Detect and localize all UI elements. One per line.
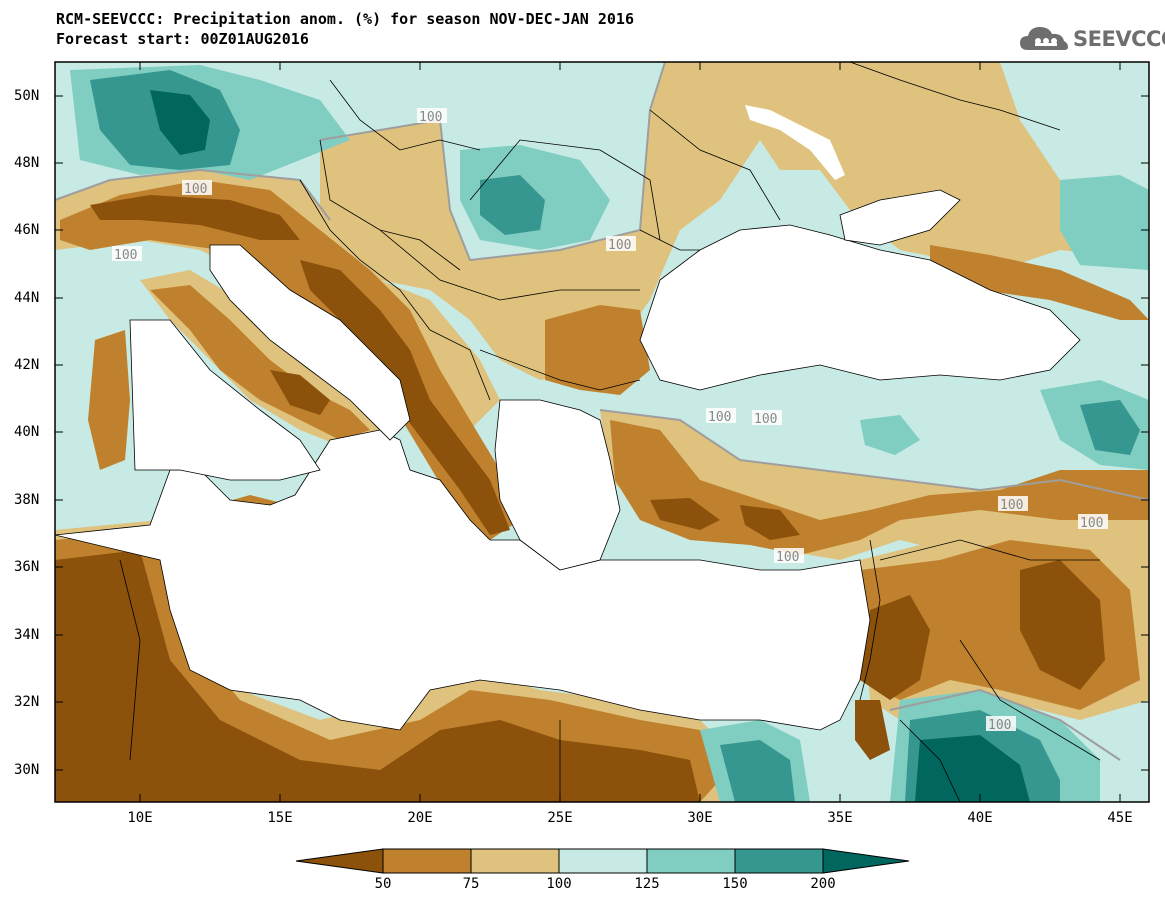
contour-100-alps	[55, 168, 331, 221]
dry-sardinia-corsica	[88, 330, 130, 470]
contour-label-7: 100	[1000, 498, 1023, 513]
neutral-central-europe	[320, 62, 1149, 380]
colorbar-segment-50-75	[382, 848, 472, 874]
lon-label-35e: 35E	[827, 810, 853, 826]
extreme-wet-arabia	[915, 735, 1030, 802]
colorbar-label-150: 150	[722, 876, 748, 892]
very-dry-dinarics	[300, 260, 510, 535]
lat-label-38n: 38N	[14, 492, 40, 508]
azov-sea	[839, 189, 961, 246]
wet-east-europe	[1060, 175, 1149, 270]
contour-label-5: 100	[708, 410, 731, 425]
lon-label-40e: 40E	[967, 810, 993, 826]
forecast-start-subtitle: Forecast start: 00Z01AUG2016	[56, 30, 309, 48]
colorbar-segment-150-200	[734, 848, 824, 874]
contour-label-4: 100	[608, 238, 631, 253]
contour-label-3: 100	[419, 110, 442, 125]
very-dry-iraq	[1020, 560, 1105, 690]
seevccc-logo: SEEVCCC	[1018, 24, 1165, 54]
contour-label-10: 100	[988, 718, 1011, 733]
lat-label-46n: 46N	[14, 222, 40, 238]
contour-labels: 100 100 100 100 100 100 100 100 100 100	[112, 108, 1108, 733]
lon-label-45e: 45E	[1107, 810, 1133, 826]
contour-100-turkey	[599, 409, 1149, 501]
contour-label-1: 100	[184, 182, 207, 197]
colorbar-label-200: 200	[810, 876, 836, 892]
aegean-sea	[494, 399, 621, 571]
very-dry-anatolia-east	[740, 505, 800, 540]
very-dry-sinai	[855, 700, 890, 760]
lat-ticks	[55, 95, 1149, 771]
lat-label-30n: 30N	[14, 762, 40, 778]
colorbar-segment-125-150	[646, 848, 736, 874]
lat-label-40n: 40N	[14, 424, 40, 440]
colorbar-segment-75-100	[470, 848, 560, 874]
very-dry-north-africa	[55, 550, 700, 802]
very-wet-turkey-east	[1080, 400, 1140, 455]
colorbar-label-50: 50	[374, 876, 392, 892]
dnieper-reservoir	[745, 105, 845, 180]
black-sea	[639, 224, 1081, 391]
lon-label-25e: 25E	[547, 810, 573, 826]
lon-ticks	[139, 62, 1121, 802]
lat-label-44n: 44N	[14, 290, 40, 306]
dry-bulgaria	[545, 305, 650, 395]
colorbar-label-75: 75	[462, 876, 480, 892]
lon-label-10e: 10E	[127, 810, 153, 826]
very-dry-levant	[860, 595, 930, 700]
extreme-wet-germany	[150, 90, 210, 155]
very-dry-anatolia	[650, 498, 720, 530]
contour-label-8: 100	[1080, 516, 1103, 531]
very-wet-egypt	[720, 740, 795, 802]
contour-label-9: 100	[776, 550, 799, 565]
lat-label-32n: 32N	[14, 694, 40, 710]
lon-label-30e: 30E	[687, 810, 713, 826]
lat-label-42n: 42N	[14, 357, 40, 373]
contour-label-6: 100	[754, 412, 777, 427]
lat-label-34n: 34N	[14, 627, 40, 643]
logo-text: SEEVCCC	[1073, 27, 1165, 51]
lat-label-36n: 36N	[14, 559, 40, 575]
contour-100-arabia	[889, 688, 1121, 761]
contour-label-2: 100	[114, 248, 137, 263]
contour-100-north	[319, 62, 666, 262]
colorbar-label-100: 100	[546, 876, 572, 892]
cloud-icon	[1020, 27, 1068, 50]
colorbar-segment-above-200	[822, 848, 910, 874]
lon-label-15e: 15E	[267, 810, 293, 826]
very-dry-italy	[270, 370, 330, 415]
lat-label-48n: 48N	[14, 155, 40, 171]
dry-north-black-sea	[930, 245, 1149, 320]
colorbar-segment-100-125	[558, 848, 648, 874]
wet-anatolia-center	[860, 415, 920, 455]
tyrrhenian-sea	[129, 319, 321, 481]
very-dry-alps	[90, 195, 300, 240]
colorbar-label-125: 125	[634, 876, 660, 892]
colorbar	[295, 848, 910, 874]
lat-label-50n: 50N	[14, 88, 40, 104]
very-wet-carpathians	[480, 175, 545, 235]
map-title: RCM-SEEVCCC: Precipitation anom. (%) for…	[56, 10, 634, 28]
colorbar-segment-below-50	[295, 848, 384, 874]
lon-label-20e: 20E	[407, 810, 433, 826]
country-borders	[119, 62, 1101, 802]
adriatic-sea	[209, 244, 411, 441]
